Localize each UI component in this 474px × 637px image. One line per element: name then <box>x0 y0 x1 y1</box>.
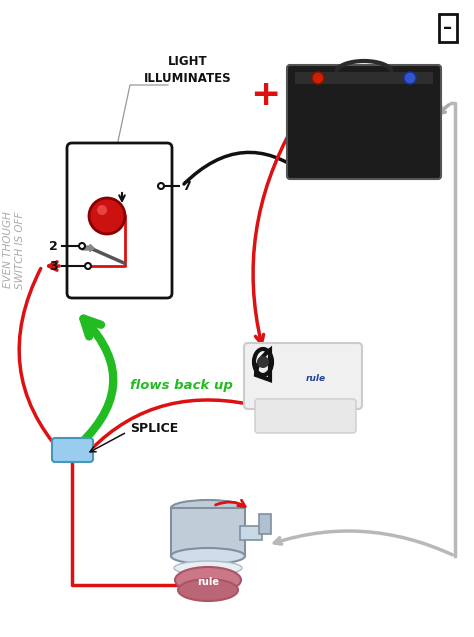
Text: LIGHT
ILLUMINATES: LIGHT ILLUMINATES <box>144 55 232 85</box>
FancyBboxPatch shape <box>52 438 93 462</box>
Ellipse shape <box>178 579 238 601</box>
Circle shape <box>312 72 324 84</box>
FancyArrow shape <box>82 245 94 252</box>
Text: SPLICE: SPLICE <box>130 422 178 434</box>
Circle shape <box>257 356 269 368</box>
FancyBboxPatch shape <box>255 399 356 433</box>
FancyBboxPatch shape <box>67 143 172 298</box>
Text: rule: rule <box>197 577 219 587</box>
Ellipse shape <box>171 500 245 516</box>
Circle shape <box>79 243 85 249</box>
Text: flows back up: flows back up <box>130 378 233 392</box>
Circle shape <box>89 198 125 234</box>
Text: 2: 2 <box>49 240 58 252</box>
Text: –: – <box>444 19 453 37</box>
FancyBboxPatch shape <box>287 65 441 179</box>
Text: +: + <box>250 78 280 112</box>
Text: rule: rule <box>306 373 326 382</box>
Text: 3: 3 <box>49 259 58 273</box>
Bar <box>295 72 433 84</box>
Text: 7: 7 <box>182 180 191 192</box>
Bar <box>259 514 271 534</box>
FancyBboxPatch shape <box>244 343 362 409</box>
Circle shape <box>97 205 107 215</box>
Bar <box>240 526 262 540</box>
Ellipse shape <box>174 561 242 575</box>
Circle shape <box>85 263 91 269</box>
Text: EVEN THOUGH
SWITCH IS OFF: EVEN THOUGH SWITCH IS OFF <box>3 211 25 289</box>
Circle shape <box>404 72 416 84</box>
Ellipse shape <box>175 567 241 593</box>
Ellipse shape <box>171 548 245 564</box>
Bar <box>171 508 245 556</box>
Circle shape <box>158 183 164 189</box>
